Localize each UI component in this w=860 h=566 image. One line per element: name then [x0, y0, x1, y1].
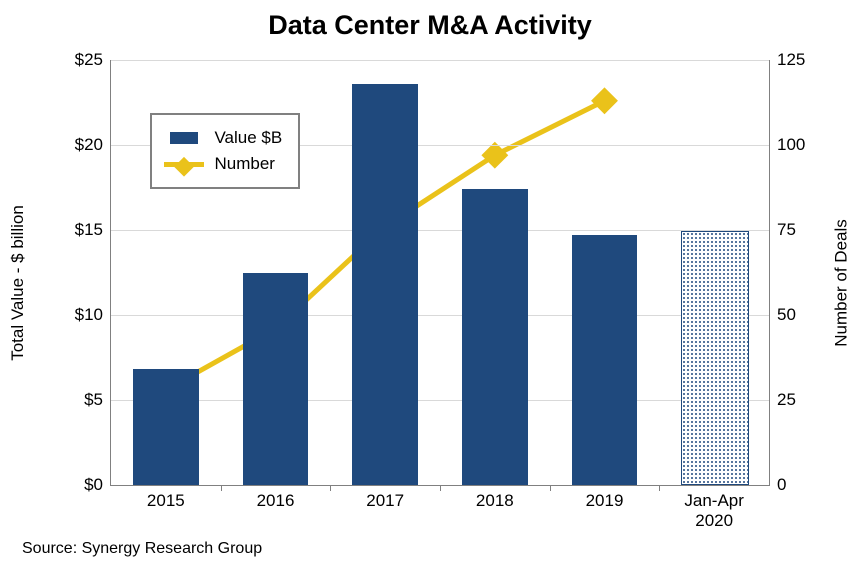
legend-item-bars: Value $B	[164, 125, 282, 151]
chart-title: Data Center M&A Activity	[0, 10, 860, 41]
y-left-tick: $20	[75, 135, 111, 155]
legend-line-marker	[174, 156, 194, 176]
y-right-tick: 0	[769, 475, 786, 495]
x-tick-mark	[550, 485, 551, 491]
x-tick-mark	[659, 485, 660, 491]
y-left-tick: $10	[75, 305, 111, 325]
x-tick-label: 2018	[476, 485, 514, 511]
legend-item-line: Number	[164, 151, 282, 177]
legend-label-bars: Value $B	[214, 128, 282, 148]
legend-label-line: Number	[214, 154, 274, 174]
bar	[681, 231, 749, 485]
x-tick-label: Jan-Apr 2020	[684, 485, 744, 530]
gridline	[111, 230, 769, 231]
chart-container: Data Center M&A Activity Total Value - $…	[0, 0, 860, 566]
gridline	[111, 400, 769, 401]
legend-swatch-line	[164, 162, 204, 167]
x-tick-mark	[440, 485, 441, 491]
bar	[462, 189, 528, 485]
bar	[133, 369, 199, 485]
y-right-tick: 50	[769, 305, 796, 325]
y-left-tick: $0	[84, 475, 111, 495]
y-left-tick: $25	[75, 50, 111, 70]
y-right-axis-label: Number of Deals	[832, 219, 852, 347]
y-left-axis-label: Total Value - $ billion	[8, 205, 28, 361]
x-tick-mark	[330, 485, 331, 491]
y-right-tick: 25	[769, 390, 796, 410]
gridline	[111, 60, 769, 61]
line-marker	[592, 88, 617, 113]
y-left-tick: $15	[75, 220, 111, 240]
source-text: Source: Synergy Research Group	[22, 540, 262, 558]
x-tick-label: 2017	[366, 485, 404, 511]
legend: Value $B Number	[150, 113, 300, 189]
plot-area: $00$525$1050$1575$20100$2512520152016201…	[110, 60, 770, 486]
y-left-tick: $5	[84, 390, 111, 410]
y-right-tick: 125	[769, 50, 805, 70]
x-tick-label: 2019	[586, 485, 624, 511]
legend-swatch-bar	[170, 132, 198, 144]
line-marker	[482, 142, 507, 167]
y-right-tick: 100	[769, 135, 805, 155]
bar	[243, 273, 309, 486]
gridline	[111, 315, 769, 316]
bar	[572, 235, 638, 485]
bar	[352, 84, 418, 485]
y-right-tick: 75	[769, 220, 796, 240]
x-tick-mark	[221, 485, 222, 491]
x-tick-label: 2015	[147, 485, 185, 511]
x-tick-label: 2016	[257, 485, 295, 511]
